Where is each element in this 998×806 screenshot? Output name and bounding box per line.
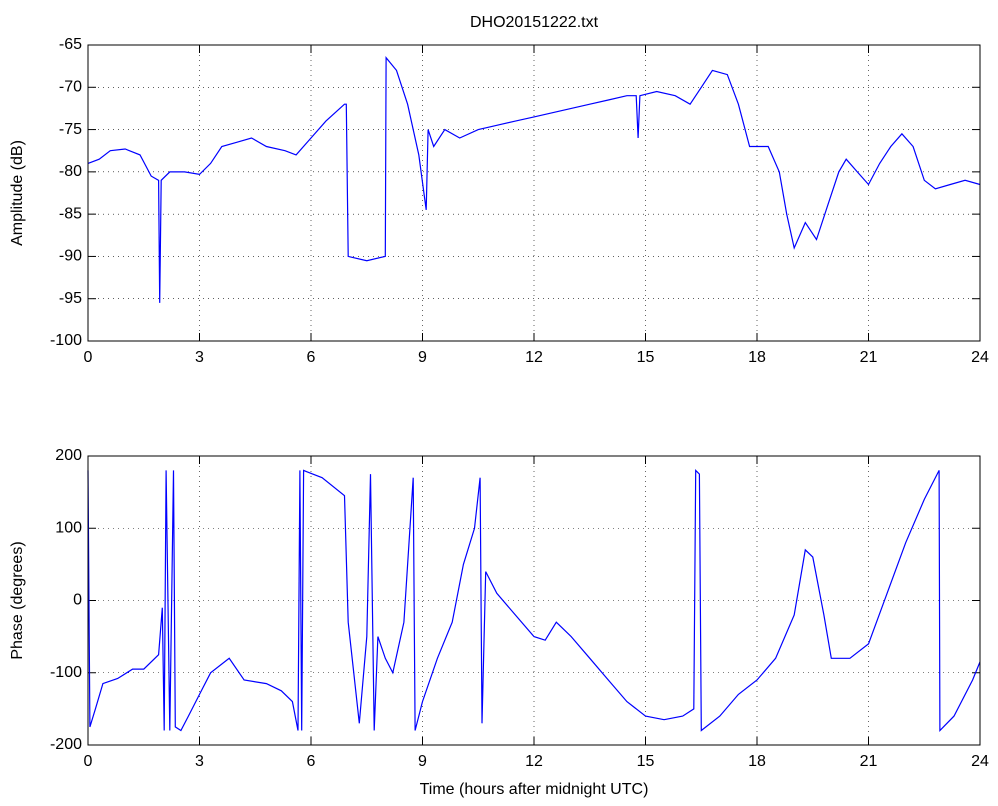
x-tick-label: 24 [971,753,989,770]
y-tick-label: -75 [59,121,82,138]
y-tick-label: 100 [55,519,82,536]
x-tick-label: 3 [195,753,204,770]
x-tick-label: 0 [84,753,93,770]
x-tick-label: 9 [418,753,427,770]
x-tick-label: 6 [307,349,316,366]
x-axis-label: Time (hours after midnight UTC) [420,781,649,798]
y-tick-label: -200 [50,736,82,753]
x-tick-label: 18 [748,349,766,366]
x-tick-label: 21 [860,349,878,366]
y-tick-label: -65 [59,36,82,53]
data-line [87,56,981,303]
y-tick-label: -80 [59,163,82,180]
x-tick-label: 15 [637,753,655,770]
x-tick-label: 3 [195,349,204,366]
x-tick-label: 24 [971,349,989,366]
y-tick-label: -100 [50,664,82,681]
axes-box [87,44,981,342]
x-tick-label: 18 [748,753,766,770]
plot-area [88,45,980,341]
y-axis-label: Amplitude (dB) [9,140,26,246]
y-tick-label: -90 [59,248,82,265]
y-tick-label: -85 [59,205,82,222]
x-tick-label: 12 [525,349,543,366]
axes-box [87,455,981,746]
x-tick-label: 0 [84,349,93,366]
y-tick-label: -70 [59,79,82,96]
data-line [87,468,981,732]
x-tick-label: 21 [860,753,878,770]
x-tick-label: 9 [418,349,427,366]
y-tick-label: 0 [73,592,82,609]
chart-title: DHO20151222.txt [470,14,599,31]
x-tick-label: 6 [307,753,316,770]
y-tick-label: 200 [55,447,82,464]
x-tick-label: 12 [525,753,543,770]
x-tick-label: 15 [637,349,655,366]
y-axis-label: Phase (degrees) [9,541,26,659]
y-tick-label: -100 [50,332,82,349]
y-tick-label: -95 [59,290,82,307]
